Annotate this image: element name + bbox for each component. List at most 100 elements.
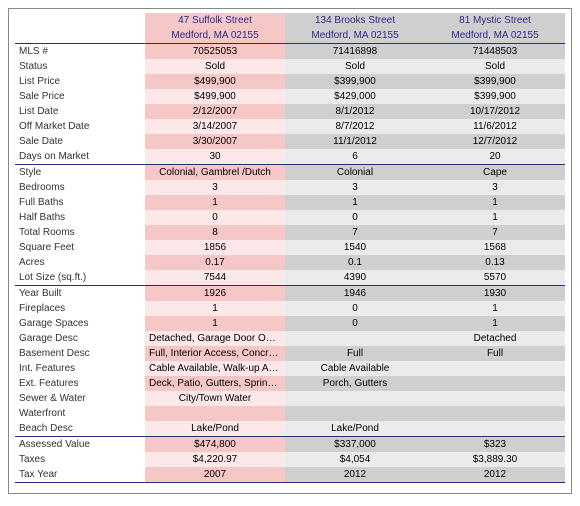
cell-value: 1 — [425, 210, 565, 225]
cell-value: $429,000 — [285, 89, 425, 104]
row-label: Tax Year — [15, 467, 145, 483]
cell-value: 8/7/2012 — [285, 119, 425, 134]
cell-value: 0 — [285, 301, 425, 316]
cell-value — [425, 406, 565, 421]
cell-value: 1 — [285, 195, 425, 210]
cell-value: 3 — [145, 180, 285, 195]
cell-value: 12/7/2012 — [425, 134, 565, 149]
row-label: Garage Spaces — [15, 316, 145, 331]
cell-value: Detached, Garage Door Opener — [145, 331, 285, 346]
cell-value: 11/6/2012 — [425, 119, 565, 134]
cell-value — [145, 406, 285, 421]
cell-value: Colonial, Gambrel /Dutch — [145, 165, 285, 181]
row-label: Sale Date — [15, 134, 145, 149]
cell-value — [425, 391, 565, 406]
cell-value: 0 — [285, 316, 425, 331]
cell-value: 7 — [285, 225, 425, 240]
cell-value: 1856 — [145, 240, 285, 255]
cell-value: Sold — [285, 59, 425, 74]
cell-value: 1 — [425, 301, 565, 316]
row-label: Acres — [15, 255, 145, 270]
cell-value: Sold — [425, 59, 565, 74]
row-label: Days on Market — [15, 149, 145, 165]
cell-value: $499,900 — [145, 74, 285, 89]
cell-value — [425, 361, 565, 376]
cell-value: 71416898 — [285, 44, 425, 60]
cell-value: 7544 — [145, 270, 285, 286]
cell-value: Colonial — [285, 165, 425, 181]
header-empty — [15, 28, 145, 44]
cell-value: 0.17 — [145, 255, 285, 270]
cell-value: 7 — [425, 225, 565, 240]
row-label: Sale Price — [15, 89, 145, 104]
comparison-table: 47 Suffolk Street134 Brooks Street81 Mys… — [15, 13, 565, 483]
cell-value: Deck, Patio, Gutters, Sprinkle... — [145, 376, 285, 391]
row-label: Waterfront — [15, 406, 145, 421]
row-label: Assessed Value — [15, 437, 145, 453]
row-label: Status — [15, 59, 145, 74]
row-label: List Date — [15, 104, 145, 119]
cell-value: Full — [425, 346, 565, 361]
cell-value: 0 — [145, 210, 285, 225]
cell-value: Detached — [425, 331, 565, 346]
cell-value: Full — [285, 346, 425, 361]
cell-value: 70525053 — [145, 44, 285, 60]
cell-value: 8 — [145, 225, 285, 240]
cell-value: Sold — [145, 59, 285, 74]
cell-value: 20 — [425, 149, 565, 165]
cell-value: 1 — [425, 316, 565, 331]
row-label: Lot Size (sq.ft.) — [15, 270, 145, 286]
property-city: Medford, MA 02155 — [145, 28, 285, 44]
cell-value: 2012 — [285, 467, 425, 483]
cell-value: Porch, Gutters — [285, 376, 425, 391]
header-empty — [15, 13, 145, 28]
cell-value: 5570 — [425, 270, 565, 286]
cell-value: City/Town Water — [145, 391, 285, 406]
table-body: 47 Suffolk Street134 Brooks Street81 Mys… — [15, 13, 565, 483]
row-label: Beach Desc — [15, 421, 145, 437]
cell-value: $4,054 — [285, 452, 425, 467]
cell-value: 1926 — [145, 286, 285, 302]
cell-value: 2/12/2007 — [145, 104, 285, 119]
cell-value: 30 — [145, 149, 285, 165]
cell-value: Lake/Pond — [285, 421, 425, 437]
cell-value: Cable Available — [285, 361, 425, 376]
cell-value: 10/17/2012 — [425, 104, 565, 119]
property-address: 47 Suffolk Street — [145, 13, 285, 28]
cell-value — [285, 331, 425, 346]
row-label: Fireplaces — [15, 301, 145, 316]
comparison-card: 47 Suffolk Street134 Brooks Street81 Mys… — [8, 8, 572, 494]
property-city: Medford, MA 02155 — [285, 28, 425, 44]
cell-value: 1 — [145, 301, 285, 316]
row-label: List Price — [15, 74, 145, 89]
cell-value: 4390 — [285, 270, 425, 286]
cell-value: Cape — [425, 165, 565, 181]
cell-value: 3 — [425, 180, 565, 195]
cell-value: 0.1 — [285, 255, 425, 270]
cell-value — [285, 406, 425, 421]
row-label: Int. Features — [15, 361, 145, 376]
cell-value: 2012 — [425, 467, 565, 483]
cell-value: 0.13 — [425, 255, 565, 270]
cell-value — [425, 376, 565, 391]
cell-value: 0 — [285, 210, 425, 225]
row-label: Sewer & Water — [15, 391, 145, 406]
row-label: Garage Desc — [15, 331, 145, 346]
cell-value: Lake/Pond — [145, 421, 285, 437]
property-city: Medford, MA 02155 — [425, 28, 565, 44]
row-label: Square Feet — [15, 240, 145, 255]
cell-value: 3 — [285, 180, 425, 195]
cell-value: 1 — [425, 195, 565, 210]
cell-value: 71448503 — [425, 44, 565, 60]
property-address: 81 Mystic Street — [425, 13, 565, 28]
cell-value — [425, 421, 565, 437]
cell-value: 3/14/2007 — [145, 119, 285, 134]
row-label: Bedrooms — [15, 180, 145, 195]
cell-value: $399,900 — [425, 74, 565, 89]
cell-value: 1568 — [425, 240, 565, 255]
row-label: Year Built — [15, 286, 145, 302]
row-label: Style — [15, 165, 145, 181]
cell-value: 3/30/2007 — [145, 134, 285, 149]
cell-value: $3,889.30 — [425, 452, 565, 467]
row-label: Half Baths — [15, 210, 145, 225]
